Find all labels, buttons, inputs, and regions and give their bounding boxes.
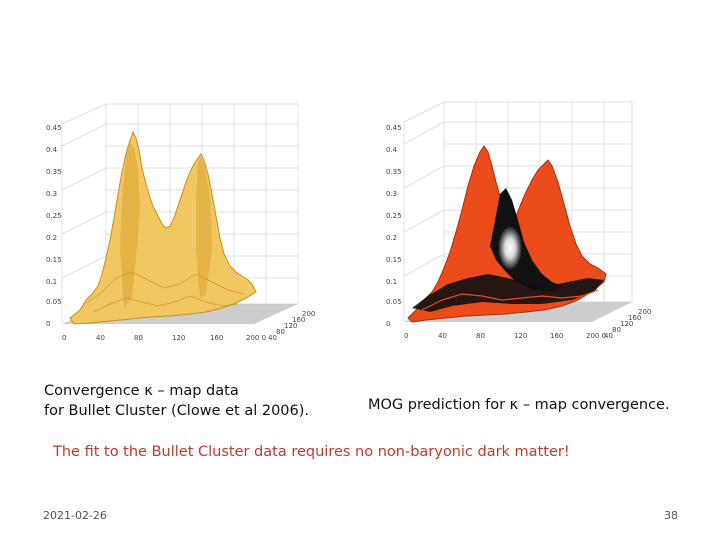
x-tick: 200 0 <box>246 334 266 342</box>
kappa-data-plot: 0.45 0.4 0.35 0.3 0.25 0.2 0.15 0.1 0.05… <box>40 98 320 360</box>
conclusion-note: The fit to the Bullet Cluster data requi… <box>53 444 570 460</box>
z-tick: 0.3 <box>386 190 397 198</box>
x-tick: 160 <box>550 332 563 340</box>
y-tick: 200 <box>638 308 651 316</box>
x-tick: 80 <box>476 332 485 340</box>
x-tick: 120 <box>514 332 527 340</box>
z-tick: 0.4 <box>386 146 398 154</box>
x-tick: 0 <box>62 334 66 342</box>
x-tick: 120 <box>172 334 185 342</box>
left-caption-line-1: Convergence κ – map data <box>44 383 239 399</box>
z-tick: 0.1 <box>46 278 57 286</box>
z-tick: 0.25 <box>46 212 62 220</box>
z-tick: 0.15 <box>46 256 62 264</box>
z-tick: 0.05 <box>386 298 402 306</box>
z-tick: 0.35 <box>46 168 62 176</box>
x-axis-ticks: 0 40 80 120 160 200 0 <box>62 334 266 342</box>
mog-glow <box>498 226 522 270</box>
y-tick: 160 <box>628 314 641 322</box>
slide-number: 38 <box>664 509 678 522</box>
y-tick: 160 <box>292 316 305 324</box>
mog-prediction-plot: 0.45 0.4 0.35 0.3 0.25 0.2 0.15 0.1 0.05… <box>382 96 662 358</box>
left-figure-caption: Convergence κ – map data for Bullet Clus… <box>44 381 309 421</box>
right-figure-caption: MOG prediction for κ – map convergence. <box>368 397 670 413</box>
kappa-surface <box>69 130 257 325</box>
z-tick: 0.25 <box>386 212 402 220</box>
z-tick: 0 <box>46 320 50 328</box>
slide-date: 2021-02-26 <box>43 509 107 522</box>
y-tick: 200 <box>302 310 315 318</box>
mog-dark-base <box>412 274 604 312</box>
z-tick: 0.4 <box>46 146 58 154</box>
z-axis-ticks: 0.45 0.4 0.35 0.3 0.25 0.2 0.15 0.1 0.05… <box>386 124 402 328</box>
y-tick: 40 <box>268 334 277 342</box>
z-axis-ticks: 0.45 0.4 0.35 0.3 0.25 0.2 0.15 0.1 0.05… <box>46 124 62 328</box>
kappa-surface-shading <box>120 142 212 308</box>
z-tick: 0.3 <box>46 190 57 198</box>
z-tick: 0.35 <box>386 168 402 176</box>
z-tick: 0.05 <box>46 298 62 306</box>
mog-surface-ridges <box>421 289 599 311</box>
z-tick: 0.15 <box>386 256 402 264</box>
y-tick: 80 <box>612 326 621 334</box>
x-tick: 200 0 <box>586 332 606 340</box>
y-tick: 40 <box>604 332 613 340</box>
z-tick: 0 <box>386 320 390 328</box>
x-tick: 0 <box>404 332 408 340</box>
z-tick: 0.2 <box>46 234 57 242</box>
y-tick: 120 <box>284 322 297 330</box>
x-axis-ticks: 0 40 80 120 160 200 0 <box>404 332 606 340</box>
y-tick: 80 <box>276 328 285 336</box>
y-axis-ticks: 200 160 120 80 40 <box>268 310 315 342</box>
x-tick: 80 <box>134 334 143 342</box>
x-tick: 160 <box>210 334 223 342</box>
mog-prediction-surface-figure: 0.45 0.4 0.35 0.3 0.25 0.2 0.15 0.1 0.05… <box>386 101 651 340</box>
y-axis-ticks: 200 160 120 80 40 <box>604 308 651 340</box>
kappa-surface-ridges <box>83 271 245 313</box>
y-tick: 120 <box>620 320 633 328</box>
left-caption-line-2: for Bullet Cluster (Clowe et al 2006). <box>44 403 310 419</box>
z-tick: 0.2 <box>386 234 397 242</box>
x-tick: 40 <box>438 332 447 340</box>
z-tick: 0.45 <box>386 124 402 132</box>
kappa-data-surface-figure: 0.45 0.4 0.35 0.3 0.25 0.2 0.15 0.1 0.05… <box>46 103 315 342</box>
z-tick: 0.45 <box>46 124 62 132</box>
z-tick: 0.1 <box>386 278 397 286</box>
x-tick: 40 <box>96 334 105 342</box>
